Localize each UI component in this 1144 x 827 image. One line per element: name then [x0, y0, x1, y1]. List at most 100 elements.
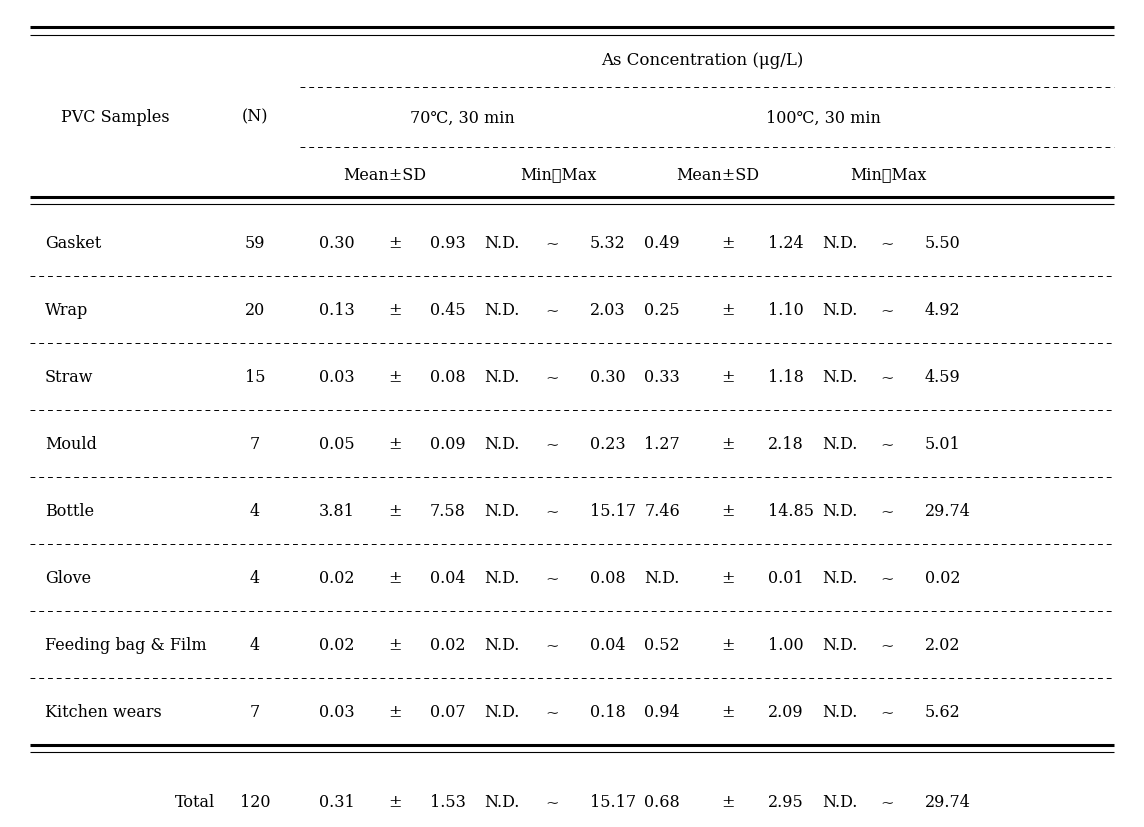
Text: 1.18: 1.18 — [768, 369, 804, 385]
Text: ±: ± — [388, 235, 402, 251]
Text: 2.09: 2.09 — [768, 703, 803, 720]
Text: 20: 20 — [245, 302, 265, 318]
Text: Feeding bag & Film: Feeding bag & Film — [45, 636, 207, 653]
Text: (N): (N) — [241, 108, 268, 126]
Text: 5.50: 5.50 — [925, 235, 961, 251]
Text: 0.04: 0.04 — [430, 569, 466, 586]
Text: ±: ± — [388, 794, 402, 810]
Text: 2.03: 2.03 — [590, 302, 626, 318]
Text: 0.05: 0.05 — [319, 436, 355, 452]
Text: Kitchen wears: Kitchen wears — [45, 703, 161, 720]
Text: 0.09: 0.09 — [430, 436, 466, 452]
Text: N.D.: N.D. — [644, 569, 680, 586]
Text: ±: ± — [721, 436, 734, 452]
Text: 0.03: 0.03 — [319, 369, 355, 385]
Text: 1.53: 1.53 — [430, 794, 466, 810]
Text: ±: ± — [721, 235, 734, 251]
Text: ±: ± — [721, 703, 734, 720]
Text: 0.07: 0.07 — [430, 703, 466, 720]
Text: 7: 7 — [249, 703, 260, 720]
Text: 7.46: 7.46 — [644, 502, 680, 519]
Text: Min～Max: Min～Max — [850, 166, 927, 184]
Text: 1.00: 1.00 — [768, 636, 803, 653]
Text: ~: ~ — [546, 636, 558, 653]
Text: ±: ± — [721, 794, 734, 810]
Text: Total: Total — [175, 794, 215, 810]
Text: As Concentration (μg/L): As Concentration (μg/L) — [601, 51, 803, 69]
Text: ~: ~ — [546, 235, 558, 251]
Text: Mean±SD: Mean±SD — [343, 166, 427, 184]
Text: N.D.: N.D. — [823, 369, 858, 385]
Text: ±: ± — [388, 436, 402, 452]
Text: 15.17: 15.17 — [590, 794, 636, 810]
Text: 1.24: 1.24 — [768, 235, 803, 251]
Text: 4: 4 — [249, 502, 260, 519]
Text: ±: ± — [388, 636, 402, 653]
Text: ~: ~ — [546, 502, 558, 519]
Text: ~: ~ — [546, 569, 558, 586]
Text: 0.04: 0.04 — [590, 636, 626, 653]
Text: ±: ± — [388, 703, 402, 720]
Text: 5.62: 5.62 — [925, 703, 961, 720]
Text: 0.30: 0.30 — [319, 235, 355, 251]
Text: 0.68: 0.68 — [644, 794, 680, 810]
Text: ~: ~ — [880, 703, 893, 720]
Text: 7: 7 — [249, 436, 260, 452]
Text: 0.01: 0.01 — [768, 569, 803, 586]
Text: PVC Samples: PVC Samples — [61, 108, 169, 126]
Text: Straw: Straw — [45, 369, 94, 385]
Text: Min～Max: Min～Max — [519, 166, 596, 184]
Text: 0.94: 0.94 — [644, 703, 680, 720]
Text: 5.01: 5.01 — [925, 436, 961, 452]
Text: ~: ~ — [880, 436, 893, 452]
Text: N.D.: N.D. — [823, 302, 858, 318]
Text: 0.49: 0.49 — [644, 235, 680, 251]
Text: 2.95: 2.95 — [768, 794, 804, 810]
Text: 1.10: 1.10 — [768, 302, 804, 318]
Text: N.D.: N.D. — [484, 302, 519, 318]
Text: 7.58: 7.58 — [430, 502, 466, 519]
Text: ±: ± — [721, 369, 734, 385]
Text: N.D.: N.D. — [823, 569, 858, 586]
Text: ±: ± — [388, 569, 402, 586]
Text: Bottle: Bottle — [45, 502, 94, 519]
Text: ±: ± — [388, 302, 402, 318]
Text: 0.08: 0.08 — [430, 369, 466, 385]
Text: N.D.: N.D. — [823, 703, 858, 720]
Text: 70℃, 30 min: 70℃, 30 min — [411, 109, 515, 127]
Text: ~: ~ — [546, 302, 558, 318]
Text: Wrap: Wrap — [45, 302, 88, 318]
Text: 4.59: 4.59 — [925, 369, 961, 385]
Text: 0.33: 0.33 — [644, 369, 680, 385]
Text: 2.18: 2.18 — [768, 436, 804, 452]
Text: 2.02: 2.02 — [925, 636, 961, 653]
Text: N.D.: N.D. — [823, 794, 858, 810]
Text: Mean±SD: Mean±SD — [676, 166, 760, 184]
Text: ~: ~ — [880, 794, 893, 810]
Text: N.D.: N.D. — [823, 235, 858, 251]
Text: 14.85: 14.85 — [768, 502, 815, 519]
Text: 120: 120 — [240, 794, 270, 810]
Text: N.D.: N.D. — [484, 569, 519, 586]
Text: ±: ± — [721, 502, 734, 519]
Text: ~: ~ — [546, 369, 558, 385]
Text: 0.30: 0.30 — [590, 369, 626, 385]
Text: N.D.: N.D. — [484, 703, 519, 720]
Text: 0.02: 0.02 — [430, 636, 466, 653]
Text: 29.74: 29.74 — [925, 794, 971, 810]
Text: 15.17: 15.17 — [590, 502, 636, 519]
Text: N.D.: N.D. — [823, 436, 858, 452]
Text: 4: 4 — [249, 569, 260, 586]
Text: 5.32: 5.32 — [590, 235, 626, 251]
Text: 0.02: 0.02 — [925, 569, 961, 586]
Text: 0.31: 0.31 — [319, 794, 355, 810]
Text: N.D.: N.D. — [823, 502, 858, 519]
Text: 0.25: 0.25 — [644, 302, 680, 318]
Text: Mould: Mould — [45, 436, 97, 452]
Text: 100℃, 30 min: 100℃, 30 min — [766, 109, 881, 127]
Text: 29.74: 29.74 — [925, 502, 971, 519]
Text: 0.02: 0.02 — [319, 636, 355, 653]
Text: ~: ~ — [880, 302, 893, 318]
Text: 0.02: 0.02 — [319, 569, 355, 586]
Text: 4.92: 4.92 — [925, 302, 961, 318]
